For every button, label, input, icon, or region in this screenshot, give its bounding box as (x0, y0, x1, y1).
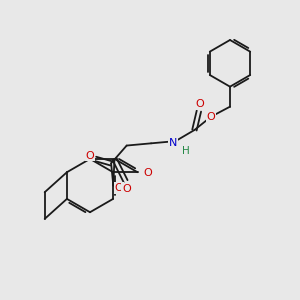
Text: O: O (196, 99, 204, 110)
Text: N: N (169, 138, 178, 148)
Text: H: H (182, 146, 189, 156)
Text: O: O (143, 168, 152, 178)
Text: O: O (115, 183, 123, 193)
Text: O: O (85, 151, 94, 160)
Text: O: O (207, 112, 215, 122)
Text: O: O (122, 184, 131, 194)
